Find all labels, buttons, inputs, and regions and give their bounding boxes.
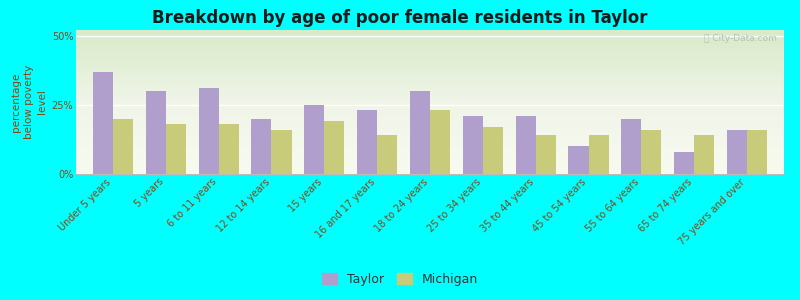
Bar: [536, 135, 556, 174]
Bar: [747, 130, 767, 174]
Bar: [357, 110, 377, 174]
Text: Breakdown by age of poor female residents in Taylor: Breakdown by age of poor female resident…: [152, 9, 648, 27]
Bar: [377, 135, 398, 174]
Bar: [674, 152, 694, 174]
Bar: [483, 127, 503, 174]
Bar: [166, 124, 186, 174]
Legend: Taylor, Michigan: Taylor, Michigan: [317, 268, 483, 291]
Bar: [304, 105, 324, 174]
Bar: [622, 118, 642, 174]
Bar: [410, 91, 430, 174]
Y-axis label: percentage
below poverty
level: percentage below poverty level: [11, 65, 47, 139]
Bar: [462, 116, 483, 174]
Bar: [430, 110, 450, 174]
Bar: [515, 116, 536, 174]
Bar: [271, 130, 291, 174]
Bar: [146, 91, 166, 174]
Bar: [93, 71, 113, 174]
Bar: [113, 118, 133, 174]
Bar: [569, 146, 589, 174]
Bar: [198, 88, 218, 174]
Bar: [727, 130, 747, 174]
Bar: [589, 135, 609, 174]
Text: ⓘ City-Data.com: ⓘ City-Data.com: [704, 34, 777, 43]
Bar: [324, 122, 345, 174]
Bar: [251, 118, 271, 174]
Bar: [218, 124, 238, 174]
Bar: [642, 130, 662, 174]
Bar: [694, 135, 714, 174]
